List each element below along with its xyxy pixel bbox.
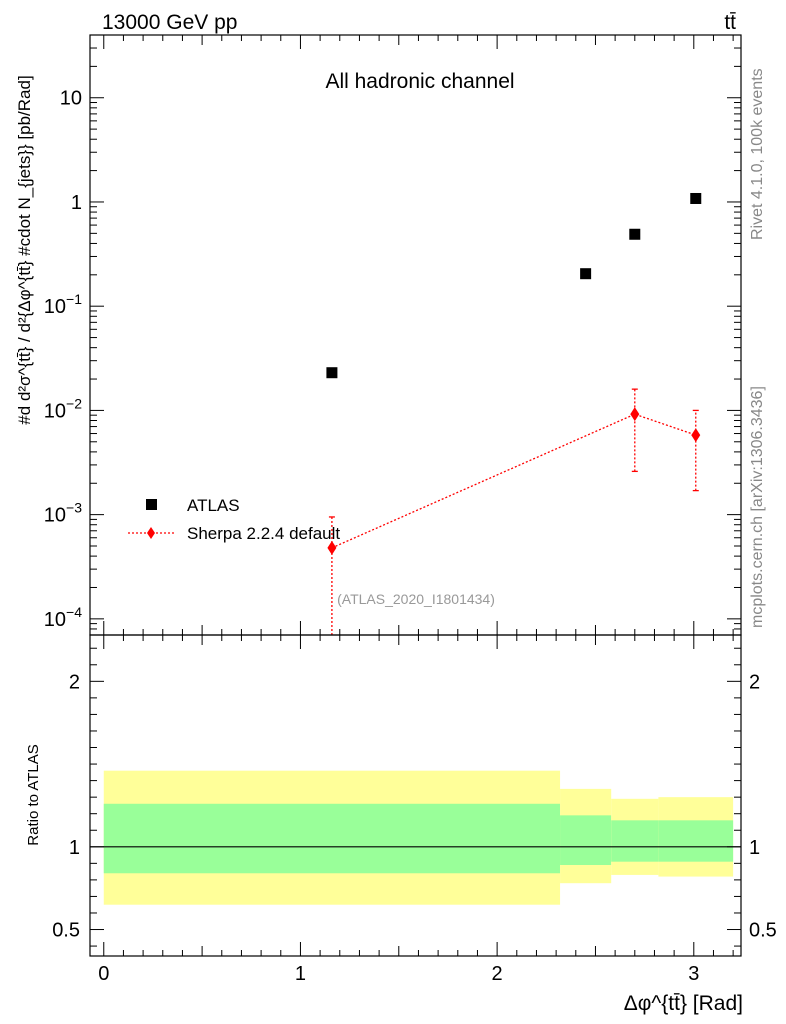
legend: ATLAS Sherpa 2.2.4 default: [128, 496, 340, 543]
atlas-point: [690, 192, 702, 204]
x-axis-label: Δφ^{tt̄} [Rad]: [624, 992, 743, 1015]
legend-sherpa-marker: [147, 527, 155, 539]
process-label: tt̄: [724, 11, 736, 34]
main-y-tick-label: 10−1: [44, 291, 82, 318]
x-tick-label: 0: [98, 963, 109, 985]
legend-sherpa-label: Sherpa 2.2.4 default: [187, 524, 340, 543]
main-y-tick-label: 10−2: [44, 395, 82, 422]
ratio-panel: 0.5 0.5 1 1 2 2 0 1 2 3 Ratio to ATLAS Δφ^{tt̄} […: [25, 634, 777, 1015]
legend-atlas-marker: [146, 499, 157, 510]
main-y-tick-label: 10: [60, 88, 82, 110]
ratio-bands: [90, 770, 741, 905]
legend-atlas-label: ATLAS: [187, 496, 240, 515]
ratio-y-tick-label: 1: [69, 837, 80, 859]
main-y-axis-label-text: #d d²σ^{tt̄} / d²{Δφ^{tt̄} #cdot N_{jets…: [15, 75, 34, 424]
atlas-series: [326, 192, 702, 379]
ratio-band-inner: [560, 815, 612, 865]
atlas-point: [629, 228, 641, 240]
main-y-axis-label: #d d²σ^{tt̄} / d²{Δφ^{tt̄} #cdot N_{jets…: [15, 75, 34, 424]
main-y-tick-label: 10−4: [44, 604, 82, 631]
sherpa-point: [327, 540, 337, 555]
main-ticks: 10−4 10−3 10−2 10−1 1 10: [44, 34, 741, 636]
sherpa-point: [630, 407, 640, 422]
mcplots-label: mcplots.cern.ch [arXiv:1306.3436]: [749, 386, 766, 628]
x-tick-label: 1: [295, 963, 306, 985]
ratio-y-tick-label-right: 1: [749, 837, 760, 859]
ratio-y-tick-label: 0.5: [52, 920, 80, 942]
ratio-y-tick-label: 2: [69, 671, 80, 693]
main-y-tick-label: 10−3: [44, 500, 82, 527]
x-tick-label: 3: [688, 963, 699, 985]
sherpa-series: [327, 388, 701, 635]
atlas-point: [580, 268, 592, 280]
ratio-frame: [89, 634, 742, 957]
ratio-y-axis-label: Ratio to ATLAS: [25, 744, 42, 845]
rivet-label: Rivet 4.1.0, 100k events: [749, 68, 766, 240]
sherpa-point: [691, 428, 701, 443]
analysis-label: (ATLAS_2020_I1801434): [337, 591, 495, 607]
ratio-band-inner: [611, 820, 659, 862]
ratio-band-inner: [103, 803, 561, 874]
sherpa-line: [331, 413, 696, 549]
ratio-y-tick-label-right: 2: [749, 671, 760, 693]
main-y-tick-label: 1: [71, 192, 82, 214]
main-panel: 10−4 10−3 10−2 10−1 1 10 All hadronic channel…: [15, 34, 742, 636]
chart-title: All hadronic channel: [325, 70, 514, 93]
x-tick-label: 2: [492, 963, 503, 985]
atlas-point: [326, 367, 338, 379]
main-frame: [89, 34, 742, 636]
ratio-y-tick-label-right: 0.5: [749, 920, 777, 942]
ratio-ticks: 0.5 0.5 1 1 2 2 0 1 2 3: [52, 635, 777, 985]
ratio-band-inner: [658, 820, 734, 862]
energy-label: 13000 GeV pp: [102, 11, 237, 34]
